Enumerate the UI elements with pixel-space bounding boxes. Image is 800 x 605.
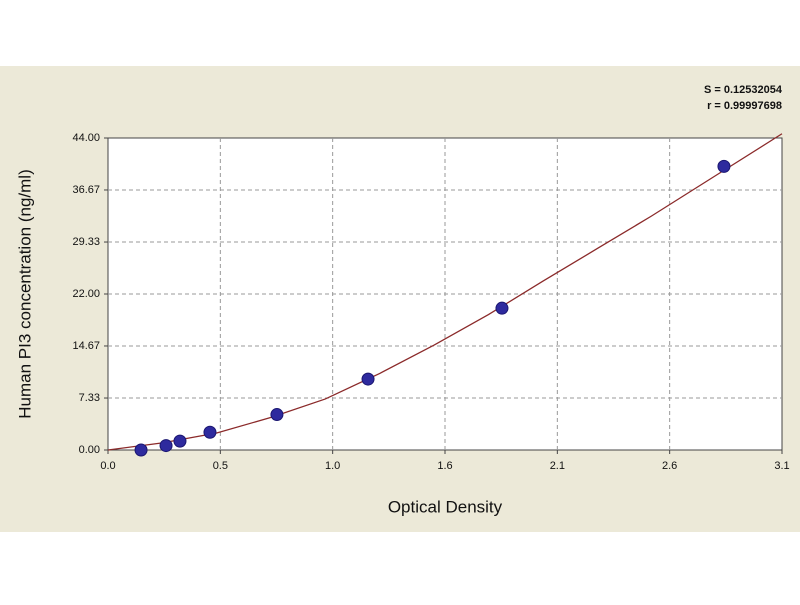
x-tick-label: 0.5 bbox=[213, 460, 228, 472]
data-point bbox=[173, 434, 187, 448]
x-axis-label: Optical Density bbox=[388, 497, 503, 516]
y-tick-label: 7.33 bbox=[79, 392, 100, 404]
annotation: r = 0.99997698 bbox=[707, 100, 782, 112]
data-point bbox=[159, 439, 173, 453]
annotation: S = 0.12532054 bbox=[704, 84, 783, 96]
data-point bbox=[134, 443, 148, 457]
x-tick-label: 2.6 bbox=[662, 460, 677, 472]
x-tick-label: 3.1 bbox=[774, 460, 789, 472]
y-tick-label: 29.33 bbox=[72, 236, 100, 248]
y-tick-label: 0.00 bbox=[79, 444, 100, 456]
data-point bbox=[495, 301, 509, 315]
x-tick-label: 1.6 bbox=[437, 460, 452, 472]
data-point bbox=[270, 408, 284, 422]
x-tick-label: 0.0 bbox=[100, 460, 115, 472]
x-tick-label: 1.0 bbox=[325, 460, 340, 472]
x-tick-label: 2.1 bbox=[550, 460, 565, 472]
y-tick-label: 14.67 bbox=[72, 340, 100, 352]
y-tick-label: 22.00 bbox=[72, 288, 100, 300]
data-point bbox=[361, 372, 375, 386]
y-tick-label: 44.00 bbox=[72, 132, 100, 144]
y-tick-label: 36.67 bbox=[72, 184, 100, 196]
y-axis-label: Human PI3 concentration (ng/ml) bbox=[15, 169, 34, 418]
data-point bbox=[717, 159, 731, 173]
fit-curve bbox=[107, 133, 783, 451]
data-point bbox=[203, 425, 217, 439]
